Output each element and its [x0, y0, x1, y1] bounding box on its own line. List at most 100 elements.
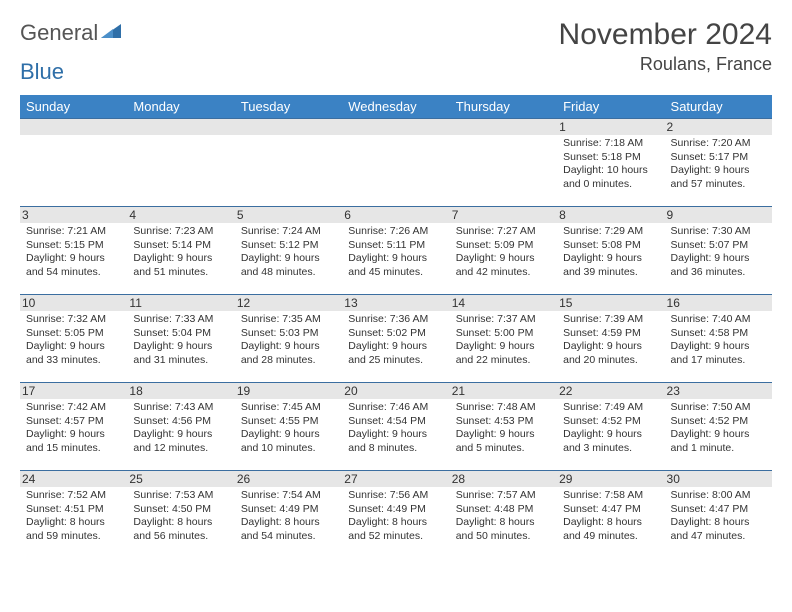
sunrise: Sunrise: 8:00 AM	[671, 489, 766, 503]
week-row: 1Sunrise: 7:18 AMSunset: 5:18 PMDaylight…	[20, 119, 772, 207]
daylight-2: and 51 minutes.	[133, 266, 228, 280]
day-cell: 20Sunrise: 7:46 AMSunset: 4:54 PMDayligh…	[342, 383, 449, 471]
day-info: Sunrise: 7:57 AMSunset: 4:48 PMDaylight:…	[456, 489, 551, 544]
day-number: 9	[665, 207, 772, 223]
day-number: 28	[450, 471, 557, 487]
sunset: Sunset: 4:49 PM	[241, 503, 336, 517]
day-info: Sunrise: 7:58 AMSunset: 4:47 PMDaylight:…	[563, 489, 658, 544]
day-number: 8	[557, 207, 664, 223]
daylight-1: Daylight: 9 hours	[563, 428, 658, 442]
day-number: 22	[557, 383, 664, 399]
sunset: Sunset: 4:48 PM	[456, 503, 551, 517]
day-info: Sunrise: 7:32 AMSunset: 5:05 PMDaylight:…	[26, 313, 121, 368]
day-cell: 19Sunrise: 7:45 AMSunset: 4:55 PMDayligh…	[235, 383, 342, 471]
day-cell: 16 Sunrise: 7:40 AMSunset: 4:58 PMDayligh…	[665, 295, 772, 383]
day-info: Sunrise: 7:53 AMSunset: 4:50 PMDaylight:…	[133, 489, 228, 544]
day-info: Sunrise: 7:27 AMSunset: 5:09 PMDaylight:…	[456, 225, 551, 280]
sunset: Sunset: 4:58 PM	[671, 327, 766, 341]
sunrise: Sunrise: 7:46 AM	[348, 401, 443, 415]
daylight-1: Daylight: 9 hours	[456, 428, 551, 442]
day-info: Sunrise: 7:39 AMSunset: 4:59 PMDaylight:…	[563, 313, 658, 368]
empty-day	[342, 119, 449, 207]
empty-daynum	[235, 119, 342, 135]
daylight-1: Daylight: 8 hours	[563, 516, 658, 530]
daylight-1: Daylight: 9 hours	[563, 252, 658, 266]
day-info: Sunrise: 7:36 AMSunset: 5:02 PMDaylight:…	[348, 313, 443, 368]
day-header-row: Sunday Monday Tuesday Wednesday Thursday…	[20, 95, 772, 119]
day-number: 10	[20, 295, 127, 311]
sunset: Sunset: 4:52 PM	[563, 415, 658, 429]
daylight-2: and 25 minutes.	[348, 354, 443, 368]
day-cell: 1Sunrise: 7:18 AMSunset: 5:18 PMDaylight…	[557, 119, 664, 207]
day-number: 23	[665, 383, 772, 399]
day-number: 16	[665, 295, 772, 311]
day-cell: 27Sunrise: 7:56 AMSunset: 4:49 PMDayligh…	[342, 471, 449, 559]
day-info: Sunrise: 7:37 AMSunset: 5:00 PMDaylight:…	[456, 313, 551, 368]
sunset: Sunset: 5:05 PM	[26, 327, 121, 341]
header-wednesday: Wednesday	[342, 95, 449, 119]
sunrise: Sunrise: 7:58 AM	[563, 489, 658, 503]
daylight-2: and 12 minutes.	[133, 442, 228, 456]
sunrise: Sunrise: 7:18 AM	[563, 137, 658, 151]
header-thursday: Thursday	[450, 95, 557, 119]
week-row: 24Sunrise: 7:52 AMSunset: 4:51 PMDayligh…	[20, 471, 772, 559]
header-tuesday: Tuesday	[235, 95, 342, 119]
sunrise: Sunrise: 7:54 AM	[241, 489, 336, 503]
daylight-1: Daylight: 9 hours	[671, 164, 766, 178]
day-cell: 6Sunrise: 7:26 AMSunset: 5:11 PMDaylight…	[342, 207, 449, 295]
daylight-2: and 36 minutes.	[671, 266, 766, 280]
sunset: Sunset: 4:51 PM	[26, 503, 121, 517]
day-cell: 21Sunrise: 7:48 AMSunset: 4:53 PMDayligh…	[450, 383, 557, 471]
daylight-2: and 8 minutes.	[348, 442, 443, 456]
week-row: 3Sunrise: 7:21 AMSunset: 5:15 PMDaylight…	[20, 207, 772, 295]
day-number: 2	[665, 119, 772, 135]
day-cell: 13Sunrise: 7:36 AMSunset: 5:02 PMDayligh…	[342, 295, 449, 383]
logo-text-1: General	[20, 20, 98, 46]
sunrise: Sunrise: 7:32 AM	[26, 313, 121, 327]
sunrise: Sunrise: 7:57 AM	[456, 489, 551, 503]
daylight-1: Daylight: 8 hours	[456, 516, 551, 530]
sunrise: Sunrise: 7:27 AM	[456, 225, 551, 239]
sunrise: Sunrise: 7:43 AM	[133, 401, 228, 415]
sunrise: Sunrise: 7:37 AM	[456, 313, 551, 327]
sunrise: Sunrise: 7:52 AM	[26, 489, 121, 503]
day-info: Sunrise: 7:50 AMSunset: 4:52 PMDaylight:…	[671, 401, 766, 456]
sunset: Sunset: 5:12 PM	[241, 239, 336, 253]
daylight-1: Daylight: 8 hours	[133, 516, 228, 530]
sunrise: Sunrise: 7:30 AM	[671, 225, 766, 239]
daylight-1: Daylight: 8 hours	[348, 516, 443, 530]
day-info: Sunrise: 7:43 AMSunset: 4:56 PMDaylight:…	[133, 401, 228, 456]
daylight-1: Daylight: 9 hours	[671, 340, 766, 354]
sunrise: Sunrise: 7:56 AM	[348, 489, 443, 503]
daylight-2: and 47 minutes.	[671, 530, 766, 544]
week-row: 10Sunrise: 7:32 AMSunset: 5:05 PMDayligh…	[20, 295, 772, 383]
day-number: 30	[665, 471, 772, 487]
daylight-2: and 31 minutes.	[133, 354, 228, 368]
empty-daynum	[20, 119, 127, 135]
daylight-1: Daylight: 8 hours	[671, 516, 766, 530]
day-info: Sunrise: 7:48 AMSunset: 4:53 PMDaylight:…	[456, 401, 551, 456]
daylight-2: and 45 minutes.	[348, 266, 443, 280]
day-info: Sunrise: 7:29 AMSunset: 5:08 PMDaylight:…	[563, 225, 658, 280]
day-cell: 9Sunrise: 7:30 AMSunset: 5:07 PMDaylight…	[665, 207, 772, 295]
day-number: 17	[20, 383, 127, 399]
day-number: 18	[127, 383, 234, 399]
sunset: Sunset: 5:15 PM	[26, 239, 121, 253]
daylight-2: and 54 minutes.	[241, 530, 336, 544]
sunrise: Sunrise: 7:40 AM	[671, 313, 766, 327]
sunset: Sunset: 4:54 PM	[348, 415, 443, 429]
empty-daynum	[127, 119, 234, 135]
daylight-2: and 15 minutes.	[26, 442, 121, 456]
sunset: Sunset: 5:14 PM	[133, 239, 228, 253]
daylight-2: and 22 minutes.	[456, 354, 551, 368]
daylight-2: and 0 minutes.	[563, 178, 658, 192]
day-info: Sunrise: 7:20 AMSunset: 5:17 PMDaylight:…	[671, 137, 766, 192]
sunset: Sunset: 5:09 PM	[456, 239, 551, 253]
empty-day	[235, 119, 342, 207]
daylight-1: Daylight: 9 hours	[241, 340, 336, 354]
sunset: Sunset: 5:04 PM	[133, 327, 228, 341]
daylight-1: Daylight: 9 hours	[348, 340, 443, 354]
sunset: Sunset: 5:02 PM	[348, 327, 443, 341]
sunset: Sunset: 4:56 PM	[133, 415, 228, 429]
daylight-1: Daylight: 9 hours	[241, 428, 336, 442]
